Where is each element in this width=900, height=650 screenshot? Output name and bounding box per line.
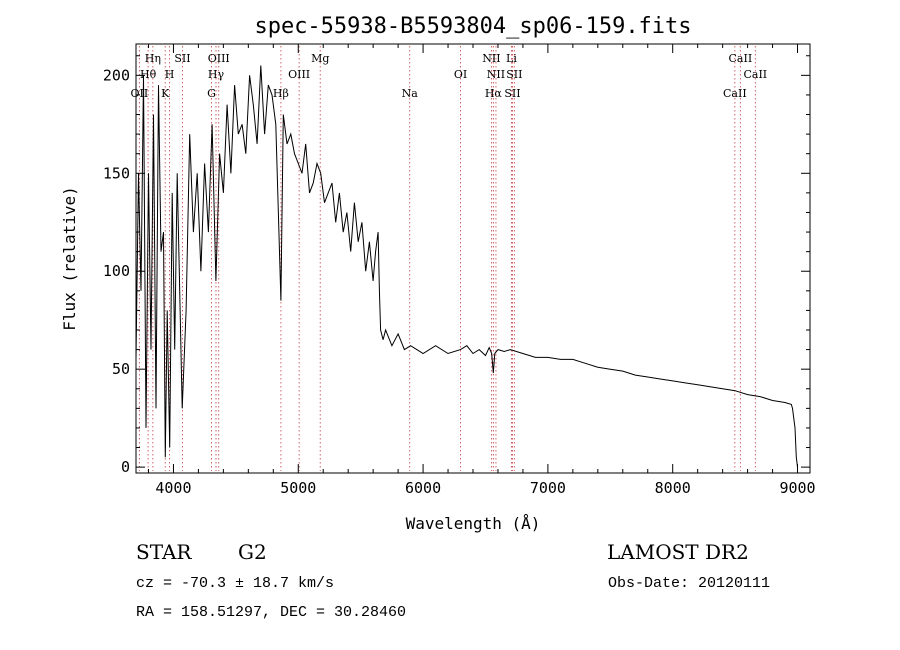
spectrum-layer — [135, 65, 798, 468]
x-axis-label: Wavelength (Å) — [406, 514, 541, 533]
x-tick-label: 5000 — [280, 479, 316, 497]
line-label: Mg — [311, 52, 329, 65]
line-label: SII — [506, 68, 522, 81]
line-label: Hγ — [208, 68, 225, 81]
x-tick-label: 6000 — [405, 479, 441, 497]
line-label: NII — [482, 52, 500, 65]
y-axis-label: Flux (relative) — [60, 186, 79, 331]
line-label: OIII — [288, 68, 310, 81]
line-label: OI — [454, 68, 467, 81]
line-label: OII — [131, 87, 149, 100]
object-subclass: G2 — [238, 540, 267, 564]
redshift-velocity: cz = -70.3 ± 18.7 km/s — [136, 575, 335, 592]
line-label: NII — [487, 68, 505, 81]
line-label: SII — [504, 87, 520, 100]
ra-dec-coordinates: RA = 158.51297, DEC = 30.28460 — [136, 604, 407, 621]
x-tick-label: 4000 — [155, 479, 191, 497]
line-label: H — [165, 68, 175, 81]
y-tick-label: 0 — [121, 458, 130, 476]
axes-layer — [135, 43, 811, 474]
x-tick-label: 7000 — [530, 479, 566, 497]
line-markers-layer — [138, 46, 756, 471]
plot-frame — [135, 43, 811, 474]
line-label: CaII — [729, 52, 753, 65]
line-label: K — [161, 87, 170, 100]
labels-layer: OIIHθHηKHSIIGHγOIIIHβOIIIMgNaOINIIHαNIIL… — [60, 14, 816, 533]
line-label: CaII — [743, 68, 767, 81]
x-tick-label: 9000 — [779, 479, 815, 497]
y-tick-label: 200 — [103, 66, 130, 84]
survey-label: LAMOST DR2 — [607, 540, 749, 564]
y-tick-label: 150 — [103, 164, 130, 182]
chart-title: spec-55938-B5593804_sp06-159.fits — [254, 14, 691, 39]
object-class: STAR — [136, 540, 192, 564]
spectrum-line — [135, 65, 798, 468]
line-label: Na — [402, 87, 419, 100]
x-tick-label: 8000 — [655, 479, 691, 497]
line-label: Li — [506, 52, 517, 65]
line-label: Hθ — [140, 68, 157, 81]
line-label: SII — [174, 52, 190, 65]
line-label: G — [207, 87, 216, 100]
line-label: OIII — [208, 52, 230, 65]
line-label: CaII — [723, 87, 747, 100]
observation-date: Obs-Date: 20120111 — [608, 575, 771, 592]
y-tick-label: 100 — [103, 262, 130, 280]
line-label: Hα — [485, 87, 503, 100]
y-tick-label: 50 — [112, 360, 130, 378]
line-label: Hβ — [273, 87, 289, 100]
line-label: Hη — [145, 52, 161, 65]
